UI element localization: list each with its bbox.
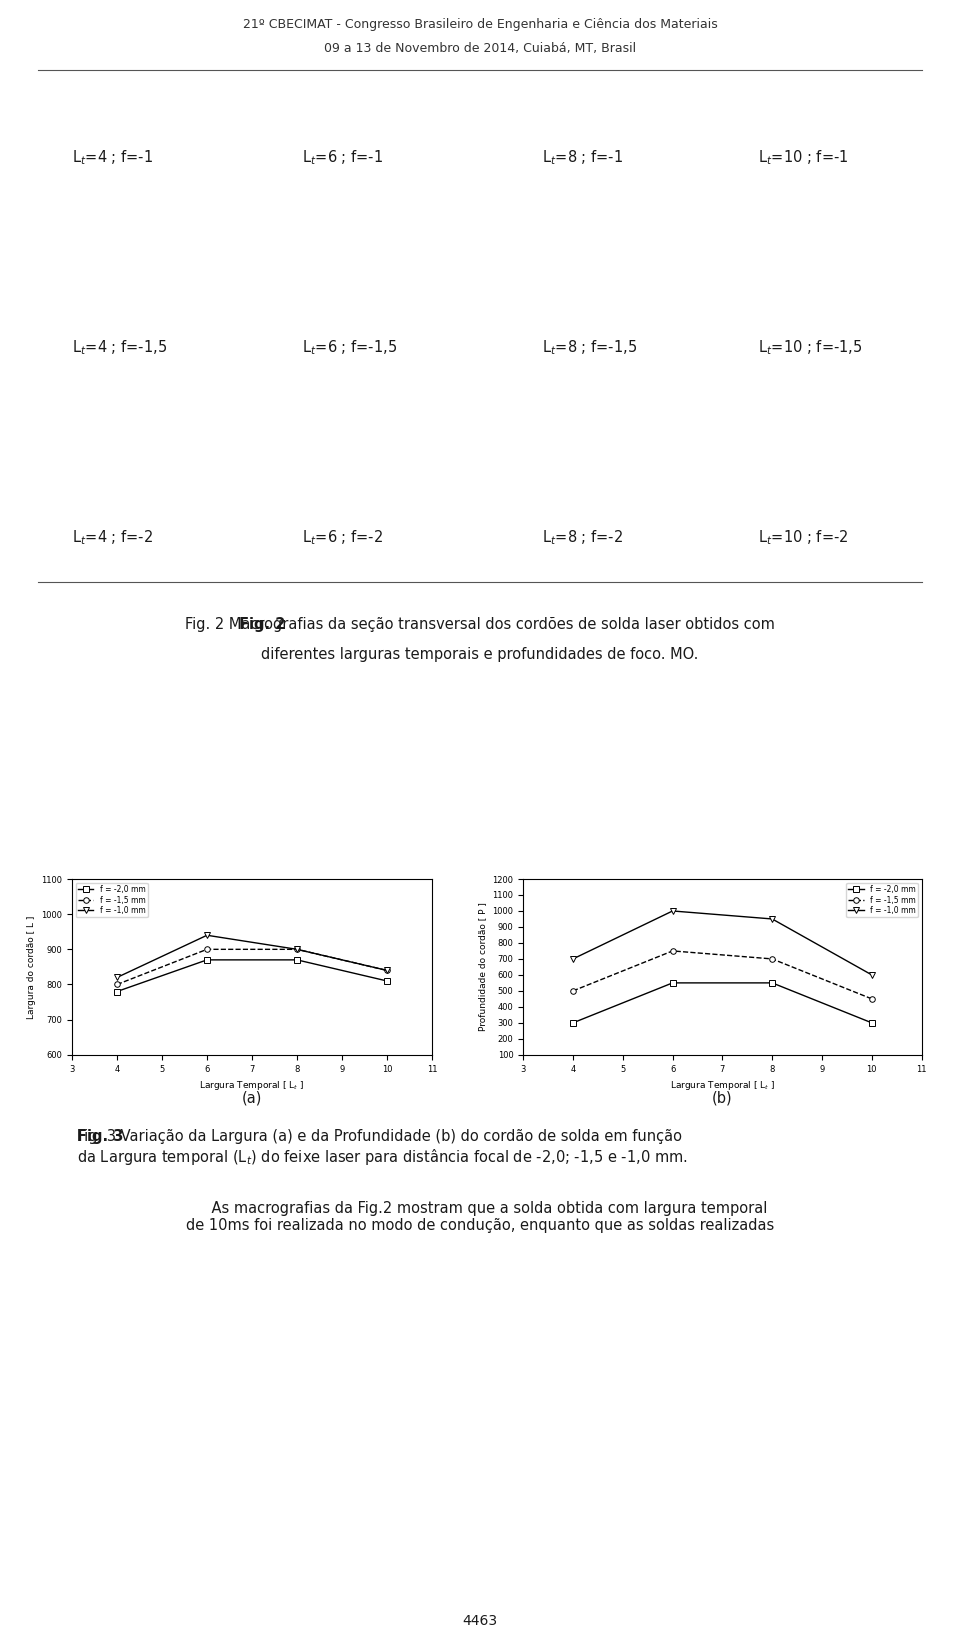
Text: Fig. 3: Fig. 3: [77, 1129, 123, 1144]
Text: L$_t$=6 ; f=-1: L$_t$=6 ; f=-1: [302, 148, 383, 168]
f = -1,0 mm: [291, 940, 302, 960]
Legend: f = -2,0 mm, f = -1,5 mm, f = -1,0 mm: f = -2,0 mm, f = -1,5 mm, f = -1,0 mm: [76, 882, 148, 917]
f = -1,5 mm: [381, 961, 393, 981]
f = -2,0 mm: [381, 971, 393, 991]
f = -1,5 mm: [567, 981, 579, 1001]
Text: L$_t$=4 ; f=-1,5: L$_t$=4 ; f=-1,5: [72, 338, 167, 357]
Text: diferentes larguras temporais e profundidades de foco. MO.: diferentes larguras temporais e profundi…: [261, 647, 699, 662]
Text: Fig. 2 Macrografias da seção transversal dos cordões de solda laser obtidos com: Fig. 2 Macrografias da seção transversal…: [185, 618, 775, 633]
f = -2,0 mm: [291, 950, 302, 969]
f = -2,0 mm: [866, 1014, 877, 1033]
Text: L$_t$=10 ; f=-2: L$_t$=10 ; f=-2: [758, 529, 849, 547]
f = -2,0 mm: [202, 950, 213, 969]
Text: L$_t$=6 ; f=-2: L$_t$=6 ; f=-2: [302, 529, 383, 547]
Text: L$_t$=8 ; f=-2: L$_t$=8 ; f=-2: [542, 529, 623, 547]
f = -2,0 mm: [111, 981, 123, 1001]
Text: L$_t$=8 ; f=-1: L$_t$=8 ; f=-1: [542, 148, 623, 168]
Legend: f = -2,0 mm, f = -1,5 mm, f = -1,0 mm: f = -2,0 mm, f = -1,5 mm, f = -1,0 mm: [846, 882, 918, 917]
Line: f = -1,0 mm: f = -1,0 mm: [570, 909, 875, 978]
f = -1,5 mm: [202, 940, 213, 960]
Text: L$_t$=4 ; f=-2: L$_t$=4 ; f=-2: [72, 529, 153, 547]
Line: f = -1,5 mm: f = -1,5 mm: [114, 946, 390, 987]
Text: L$_t$=6 ; f=-1,5: L$_t$=6 ; f=-1,5: [302, 338, 397, 357]
Line: f = -2,0 mm: f = -2,0 mm: [570, 981, 875, 1025]
Text: 4463: 4463: [463, 1613, 497, 1628]
f = -1,0 mm: [567, 950, 579, 969]
Text: (a): (a): [242, 1091, 262, 1106]
Text: L$_t$=10 ; f=-1,5: L$_t$=10 ; f=-1,5: [758, 338, 863, 357]
Text: As macrografias da Fig.2 mostram que a solda obtida com largura temporal
de 10ms: As macrografias da Fig.2 mostram que a s…: [186, 1201, 774, 1234]
X-axis label: Largura Temporal [ L$_t$ ]: Largura Temporal [ L$_t$ ]: [670, 1079, 775, 1093]
Y-axis label: Profundidade do cordão [ P ]: Profundidade do cordão [ P ]: [478, 902, 487, 1032]
f = -1,5 mm: [111, 974, 123, 994]
f = -2,0 mm: [567, 1014, 579, 1033]
f = -2,0 mm: [766, 973, 778, 992]
Text: 09 a 13 de Novembro de 2014, Cuiabá, MT, Brasil: 09 a 13 de Novembro de 2014, Cuiabá, MT,…: [324, 43, 636, 54]
f = -1,0 mm: [667, 900, 679, 920]
Line: f = -2,0 mm: f = -2,0 mm: [114, 958, 390, 994]
X-axis label: Largura Temporal [ L$_t$ ]: Largura Temporal [ L$_t$ ]: [200, 1079, 304, 1093]
Line: f = -1,5 mm: f = -1,5 mm: [570, 948, 875, 1002]
Text: L$_t$=10 ; f=-1: L$_t$=10 ; f=-1: [758, 148, 849, 168]
f = -1,0 mm: [381, 961, 393, 981]
Text: L$_t$=8 ; f=-1,5: L$_t$=8 ; f=-1,5: [542, 338, 637, 357]
f = -1,0 mm: [766, 909, 778, 928]
f = -1,0 mm: [111, 968, 123, 987]
Y-axis label: Largura do cordão [ L ]: Largura do cordão [ L ]: [27, 915, 36, 1019]
f = -1,5 mm: [291, 940, 302, 960]
Text: 21º CBECIMAT - Congresso Brasileiro de Engenharia e Ciência dos Materiais: 21º CBECIMAT - Congresso Brasileiro de E…: [243, 18, 717, 31]
Text: Fig. 3 Variação da Largura (a) e da Profundidade (b) do cordão de solda em funçã: Fig. 3 Variação da Largura (a) e da Prof…: [77, 1129, 687, 1167]
f = -1,0 mm: [866, 964, 877, 984]
f = -2,0 mm: [667, 973, 679, 992]
f = -1,5 mm: [667, 941, 679, 961]
Line: f = -1,0 mm: f = -1,0 mm: [114, 933, 390, 981]
Text: L$_t$=4 ; f=-1: L$_t$=4 ; f=-1: [72, 148, 153, 168]
f = -1,5 mm: [866, 989, 877, 1009]
Text: (b): (b): [712, 1091, 732, 1106]
Text: Fig. 2: Fig. 2: [239, 618, 285, 633]
f = -1,0 mm: [202, 925, 213, 945]
f = -1,5 mm: [766, 950, 778, 969]
